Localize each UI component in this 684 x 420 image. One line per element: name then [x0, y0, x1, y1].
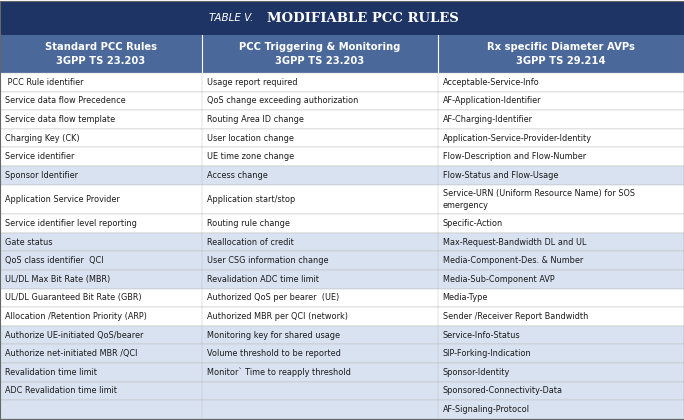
- Text: PCC Triggering & Monitoring: PCC Triggering & Monitoring: [239, 42, 400, 52]
- Text: Media-Component-Des. & Number: Media-Component-Des. & Number: [443, 256, 583, 265]
- Text: ADC Revalidation time limit: ADC Revalidation time limit: [5, 386, 117, 395]
- Text: Authorize net-initiated MBR /QCI: Authorize net-initiated MBR /QCI: [5, 349, 137, 358]
- Bar: [0, 110, 684, 129]
- Text: Acceptable-Service-Info: Acceptable-Service-Info: [443, 78, 539, 87]
- Text: Service data flow template: Service data flow template: [5, 115, 115, 124]
- Text: Application-Service-Provider-Identity: Application-Service-Provider-Identity: [443, 134, 592, 143]
- Bar: [0, 289, 684, 307]
- Bar: [0, 307, 684, 326]
- Text: Authorized QoS per bearer  (UE): Authorized QoS per bearer (UE): [207, 294, 339, 302]
- Text: Volume threshold to be reported: Volume threshold to be reported: [207, 349, 341, 358]
- Text: 3GPP TS 23.203: 3GPP TS 23.203: [275, 56, 365, 66]
- Bar: [0, 147, 684, 166]
- Text: Allocation /Retention Priority (ARP): Allocation /Retention Priority (ARP): [5, 312, 146, 321]
- Text: AF-Charging-Identifier: AF-Charging-Identifier: [443, 115, 533, 124]
- Text: PCC Rule identifier: PCC Rule identifier: [5, 78, 83, 87]
- Bar: [0, 382, 684, 400]
- Text: Service-Info-Status: Service-Info-Status: [443, 331, 520, 340]
- Text: Specific-Action: Specific-Action: [443, 219, 503, 228]
- Text: Sponsor Identifier: Sponsor Identifier: [5, 171, 78, 180]
- Text: Authorized MBR per QCI (network): Authorized MBR per QCI (network): [207, 312, 347, 321]
- Text: Usage report required: Usage report required: [207, 78, 297, 87]
- Text: Monitor` Time to reapply threshold: Monitor` Time to reapply threshold: [207, 368, 350, 377]
- Text: AF-Application-Identifier: AF-Application-Identifier: [443, 97, 541, 105]
- Text: Sponsored-Connectivity-Data: Sponsored-Connectivity-Data: [443, 386, 562, 395]
- Text: User location change: User location change: [207, 134, 293, 143]
- Text: Sponsor-Identity: Sponsor-Identity: [443, 368, 510, 377]
- Text: AF-Signaling-Protocol: AF-Signaling-Protocol: [443, 405, 529, 414]
- Text: SIP-Forking-Indication: SIP-Forking-Indication: [443, 349, 531, 358]
- Text: Access change: Access change: [207, 171, 267, 180]
- Bar: [0, 184, 684, 214]
- Text: Service-URN (Uniform Resource Name) for SOS
emergency: Service-URN (Uniform Resource Name) for …: [443, 189, 635, 210]
- Text: UL/DL Max Bit Rate (MBR): UL/DL Max Bit Rate (MBR): [5, 275, 110, 284]
- Text: 3GPP TS 29.214: 3GPP TS 29.214: [516, 56, 606, 66]
- Bar: [0, 1, 684, 35]
- Text: QoS class identifier  QCI: QoS class identifier QCI: [5, 256, 103, 265]
- Text: Charging Key (CK): Charging Key (CK): [5, 134, 79, 143]
- Text: Sender /Receiver Report Bandwidth: Sender /Receiver Report Bandwidth: [443, 312, 588, 321]
- Text: Revalidation ADC time limit: Revalidation ADC time limit: [207, 275, 319, 284]
- Bar: [0, 166, 684, 184]
- Text: Max-Request-Bandwidth DL and UL: Max-Request-Bandwidth DL and UL: [443, 238, 586, 247]
- Bar: [0, 214, 684, 233]
- Text: Rx specific Diameter AVPs: Rx specific Diameter AVPs: [487, 42, 635, 52]
- Bar: [0, 326, 684, 344]
- Text: Application start/stop: Application start/stop: [207, 195, 295, 204]
- Bar: [0, 363, 684, 382]
- Text: Routing rule change: Routing rule change: [207, 219, 289, 228]
- Bar: [0, 400, 684, 419]
- Text: Revalidation time limit: Revalidation time limit: [5, 368, 97, 377]
- Text: Media-Type: Media-Type: [443, 294, 488, 302]
- Text: UE time zone change: UE time zone change: [207, 152, 293, 161]
- Text: QoS change exceeding authorization: QoS change exceeding authorization: [207, 97, 358, 105]
- Text: Monitoring key for shared usage: Monitoring key for shared usage: [207, 331, 339, 340]
- Text: Routing Area ID change: Routing Area ID change: [207, 115, 304, 124]
- Bar: [0, 35, 684, 73]
- Text: Standard PCC Rules: Standard PCC Rules: [45, 42, 157, 52]
- Bar: [0, 73, 684, 92]
- Text: Service identifier: Service identifier: [5, 152, 74, 161]
- Bar: [0, 270, 684, 289]
- Text: User CSG information change: User CSG information change: [207, 256, 328, 265]
- Text: Media-Sub-Component AVP: Media-Sub-Component AVP: [443, 275, 554, 284]
- Text: MODIFIABLE PCC RULES: MODIFIABLE PCC RULES: [267, 12, 458, 24]
- Text: Service data flow Precedence: Service data flow Precedence: [5, 97, 125, 105]
- Bar: [0, 344, 684, 363]
- Text: 3GPP TS 23.203: 3GPP TS 23.203: [56, 56, 146, 66]
- Bar: [0, 252, 684, 270]
- Text: Service identifier level reporting: Service identifier level reporting: [5, 219, 137, 228]
- Bar: [0, 233, 684, 252]
- Bar: [0, 129, 684, 147]
- Text: Flow-Status and Flow-Usage: Flow-Status and Flow-Usage: [443, 171, 558, 180]
- Text: Authorize UE-initiated QoS/bearer: Authorize UE-initiated QoS/bearer: [5, 331, 143, 340]
- Text: Reallocation of credit: Reallocation of credit: [207, 238, 293, 247]
- Text: UL/DL Guaranteed Bit Rate (GBR): UL/DL Guaranteed Bit Rate (GBR): [5, 294, 142, 302]
- Text: Flow-Description and Flow-Number: Flow-Description and Flow-Number: [443, 152, 586, 161]
- Text: Application Service Provider: Application Service Provider: [5, 195, 120, 204]
- Bar: [0, 92, 684, 110]
- Text: Gate status: Gate status: [5, 238, 52, 247]
- Text: TABLE V.: TABLE V.: [209, 13, 253, 23]
